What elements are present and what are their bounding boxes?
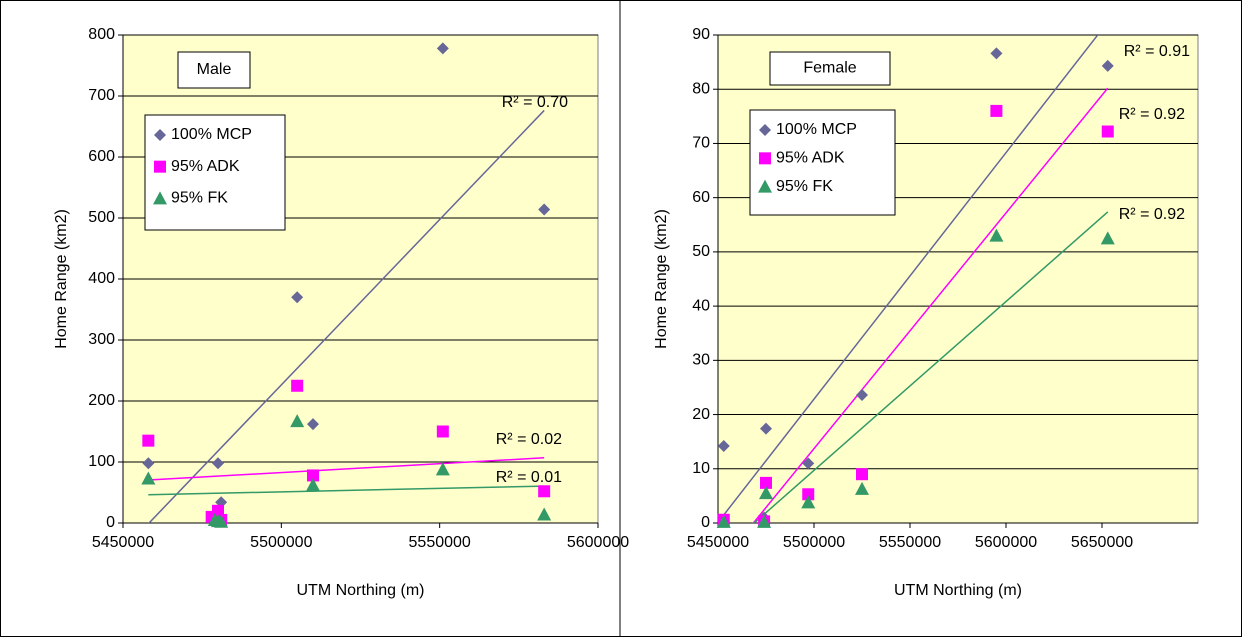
marker-diamond <box>990 47 1003 60</box>
y-tick-label: 700 <box>88 87 115 104</box>
y-tick-label: 70 <box>692 135 710 152</box>
title-box <box>177 51 251 89</box>
y-tick-label: 500 <box>88 209 115 226</box>
marker-square <box>142 434 155 447</box>
marker-diamond <box>759 124 771 136</box>
marker-triangle <box>153 191 167 205</box>
marker-square <box>856 468 868 481</box>
marker-diamond <box>856 389 868 402</box>
x-tick-label: 5600000 <box>567 534 629 551</box>
marker-triangle <box>989 228 1004 242</box>
y-tick-label: 10 <box>692 460 710 477</box>
marker-triangle <box>758 179 772 193</box>
x-tick-label: 5550000 <box>879 534 941 551</box>
y-tick-label: 100 <box>88 453 115 470</box>
marker-diamond <box>436 42 449 55</box>
chart-title: Male <box>197 61 232 78</box>
r2-label: R² = 0.92 <box>1119 206 1185 223</box>
marker-square <box>538 485 551 498</box>
marker-diamond <box>154 129 166 141</box>
legend-box <box>749 109 896 216</box>
y-tick-label: 50 <box>692 243 710 260</box>
y-tick-label: 800 <box>88 26 115 43</box>
x-tick-label: 5450000 <box>687 534 749 551</box>
y-tick-label: 300 <box>88 331 115 348</box>
marker-square <box>760 476 772 489</box>
marker-triangle <box>801 495 816 509</box>
title-box <box>769 51 891 86</box>
marker-square <box>436 425 449 438</box>
y-tick-label: 0 <box>106 514 115 531</box>
marker-triangle <box>214 514 229 528</box>
marker-square <box>154 160 166 173</box>
y-tick-label: 60 <box>692 189 710 206</box>
y-tick-label: 400 <box>88 270 115 287</box>
r2-label: R² = 0.70 <box>502 94 568 111</box>
marker-square <box>307 469 319 482</box>
r2-label: R² = 0.02 <box>496 431 562 448</box>
legend-label: 95% FK <box>171 190 228 207</box>
x-tick-label: 5650000 <box>1071 534 1133 551</box>
trend-line <box>753 211 1109 523</box>
marker-square <box>990 104 1003 117</box>
x-axis-label: UTM Northing (m) <box>894 582 1022 599</box>
marker-diamond <box>538 203 551 216</box>
trend-line <box>148 485 545 496</box>
marker-diamond <box>212 457 224 470</box>
r2-label: R² = 0.91 <box>1124 43 1190 60</box>
marker-triangle <box>757 514 772 528</box>
y-tick-label: 40 <box>692 297 710 314</box>
trend-line <box>148 109 545 523</box>
x-tick-label: 5550000 <box>409 534 471 551</box>
legend-label: 95% ADK <box>171 158 240 175</box>
marker-triangle <box>759 486 773 500</box>
y-tick-label: 80 <box>692 80 710 97</box>
marker-triangle <box>1100 231 1115 245</box>
x-tick-label: 5450000 <box>92 534 154 551</box>
marker-triangle <box>306 478 320 492</box>
marker-diamond <box>142 457 155 470</box>
x-tick-label: 5600000 <box>975 534 1037 551</box>
y-tick-label: 600 <box>88 148 115 165</box>
x-tick-label: 5500000 <box>783 534 845 551</box>
chart-title: Female <box>803 60 856 77</box>
marker-diamond <box>760 422 772 435</box>
marker-square <box>759 152 771 165</box>
y-tick-label: 20 <box>692 406 710 423</box>
marker-triangle <box>435 462 450 476</box>
marker-diamond <box>802 457 815 470</box>
y-tick-label: 0 <box>701 514 710 531</box>
marker-triangle <box>855 481 869 495</box>
y-axis-label: Home Range (km2) <box>653 209 670 349</box>
marker-diamond <box>1101 59 1114 72</box>
marker-triangle <box>716 514 731 528</box>
trend-line <box>752 87 1109 523</box>
trend-line <box>148 457 545 481</box>
r2-label: R² = 0.92 <box>1119 106 1185 123</box>
y-tick-label: 30 <box>692 352 710 369</box>
x-axis-label: UTM Northing (m) <box>296 582 424 599</box>
y-axis-label: Home Range (km2) <box>53 209 70 349</box>
marker-triangle <box>290 414 305 428</box>
x-tick-label: 5500000 <box>250 534 312 551</box>
legend-label: 100% MCP <box>171 126 252 143</box>
marker-diamond <box>307 418 319 431</box>
marker-diamond <box>717 440 730 453</box>
marker-square <box>291 379 304 392</box>
marker-triangle <box>537 507 552 521</box>
y-tick-label: 200 <box>88 392 115 409</box>
legend-box <box>144 114 286 231</box>
y-tick-label: 90 <box>692 26 710 43</box>
marker-diamond <box>291 291 304 304</box>
legend-label: 95% FK <box>776 178 833 195</box>
trend-line <box>723 35 1099 516</box>
legend-label: 100% MCP <box>776 121 857 138</box>
marker-triangle <box>141 471 156 485</box>
r2-label: R² = 0.01 <box>496 469 562 486</box>
marker-square <box>1101 125 1114 138</box>
marker-square <box>802 488 815 501</box>
legend-label: 95% ADK <box>776 150 845 167</box>
